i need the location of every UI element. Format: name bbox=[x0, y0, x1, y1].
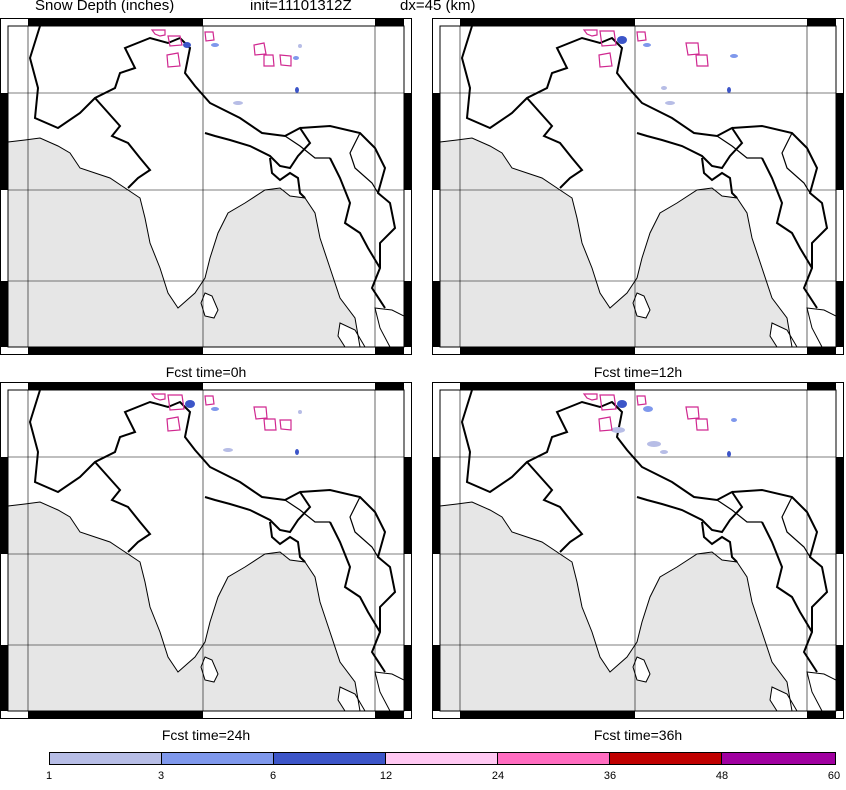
caption-36h: Fcst time=36h bbox=[593, 727, 683, 743]
caption-12h: Fcst time=12h bbox=[593, 364, 683, 380]
map-panel-0h bbox=[0, 18, 412, 355]
colorbar-tick: 3 bbox=[157, 770, 165, 782]
grid-spacing: dx=45 (km) bbox=[400, 0, 476, 14]
init-time: init=11101312Z bbox=[250, 0, 352, 14]
contours-0h bbox=[150, 29, 292, 68]
contours-12h bbox=[582, 29, 709, 68]
contours-36h bbox=[582, 393, 709, 432]
map-panel-24h bbox=[0, 382, 412, 719]
map-panel-12h bbox=[432, 18, 844, 355]
colorbar-tick: 36 bbox=[603, 770, 617, 782]
field-title: Snow Depth (inches) bbox=[35, 0, 175, 14]
caption-24h: Fcst time=24h bbox=[161, 727, 251, 743]
snow-cover-0h bbox=[183, 42, 302, 105]
colorbar-tick: 60 bbox=[827, 770, 841, 782]
snow-cover-12h bbox=[617, 36, 738, 105]
caption-0h: Fcst time=0h bbox=[165, 364, 247, 380]
snow-cover-36h bbox=[611, 400, 737, 457]
colorbar-seg-1-3 bbox=[49, 752, 162, 765]
colorbar-seg-3-6 bbox=[161, 752, 274, 765]
colorbar bbox=[49, 752, 836, 765]
colorbar-seg-12-24 bbox=[385, 752, 498, 765]
map-panel-36h bbox=[432, 382, 844, 719]
map-24h bbox=[0, 382, 412, 719]
colorbar-tick: 48 bbox=[715, 770, 729, 782]
colorbar-tick: 6 bbox=[269, 770, 277, 782]
colorbar-seg-24-36 bbox=[497, 752, 610, 765]
colorbar-tick: 1 bbox=[45, 770, 53, 782]
map-0h bbox=[0, 18, 412, 355]
colorbar-labels: 1 3 6 12 24 36 48 60 bbox=[0, 770, 846, 784]
map-36h bbox=[432, 382, 844, 719]
colorbar-seg-36-48 bbox=[609, 752, 722, 765]
colorbar-seg-6-12 bbox=[273, 752, 386, 765]
snow-cover-24h bbox=[185, 400, 302, 455]
map-12h bbox=[432, 18, 844, 355]
contours-24h bbox=[150, 393, 292, 432]
colorbar-tick: 12 bbox=[379, 770, 393, 782]
colorbar-tick: 24 bbox=[491, 770, 505, 782]
colorbar-seg-48-60 bbox=[721, 752, 836, 765]
